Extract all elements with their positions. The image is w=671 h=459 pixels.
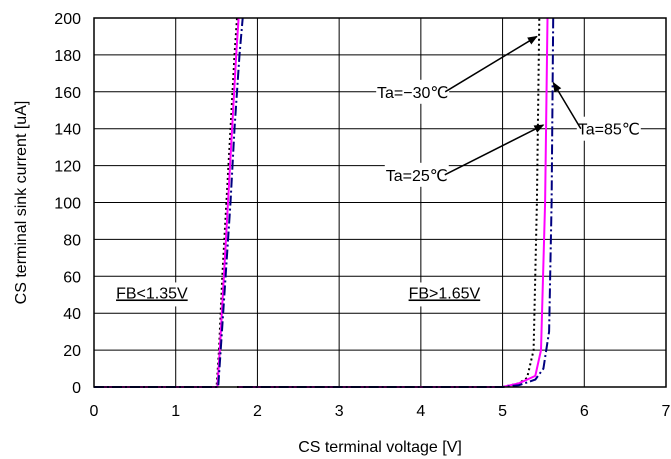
region-label-background: [113, 282, 196, 307]
annotation-background: [376, 79, 450, 104]
annotation-label: Ta=−30℃: [377, 85, 448, 102]
region-label: FB>1.65V: [409, 285, 481, 302]
y-tick-label: 0: [72, 380, 81, 397]
annotation-label: Ta=25℃: [386, 168, 448, 185]
x-tick-label: 5: [498, 403, 507, 420]
y-tick-label: 140: [54, 122, 81, 139]
x-tick-label: 3: [335, 403, 344, 420]
y-tick-label: 120: [54, 159, 81, 176]
y-tick-label: 200: [54, 11, 81, 28]
x-tick-label: 7: [662, 403, 671, 420]
x-tick-label: 0: [90, 403, 99, 420]
grid: [94, 18, 666, 387]
x-axis-title: CS terminal voltage [V]: [298, 439, 462, 456]
annotation-arrow: [444, 35, 538, 93]
x-tick-label: 4: [416, 403, 425, 420]
y-tick-label: 40: [63, 306, 81, 323]
annotations: Ta=−30℃ Ta=25℃ Ta=85℃ FB<1.35V FB>1.65V: [113, 35, 641, 307]
annotation-arrow: [444, 124, 545, 176]
y-tick-label: 100: [54, 196, 81, 213]
y-axis-title: CS terminal sink current [uA]: [13, 101, 30, 305]
annotation-label: Ta=85℃: [578, 122, 640, 139]
y-tick-label: 60: [63, 269, 81, 286]
x-tick-label: 2: [253, 403, 262, 420]
series-line: [242, 17, 555, 388]
region-label: FB<1.35V: [116, 285, 188, 302]
x-tick-label: 1: [171, 403, 180, 420]
annotation-background: [384, 162, 449, 187]
region-label-background: [405, 282, 488, 307]
y-tick-label: 80: [63, 232, 81, 249]
series-line: [94, 17, 244, 388]
y-tick-label: 20: [63, 343, 81, 360]
y-tick-label: 160: [54, 85, 81, 102]
plot-frame: [93, 17, 667, 388]
y-tick-label: 180: [54, 48, 81, 65]
tick-labels: 0 1 2 3 4 5 6 7 0 20 40 60 80 100 120 140 160 180 200: [54, 11, 670, 420]
x-tick-label: 6: [580, 403, 589, 420]
annotation-arrow: [552, 81, 582, 130]
annotation-background: [576, 116, 641, 141]
series-line: [94, 17, 238, 388]
